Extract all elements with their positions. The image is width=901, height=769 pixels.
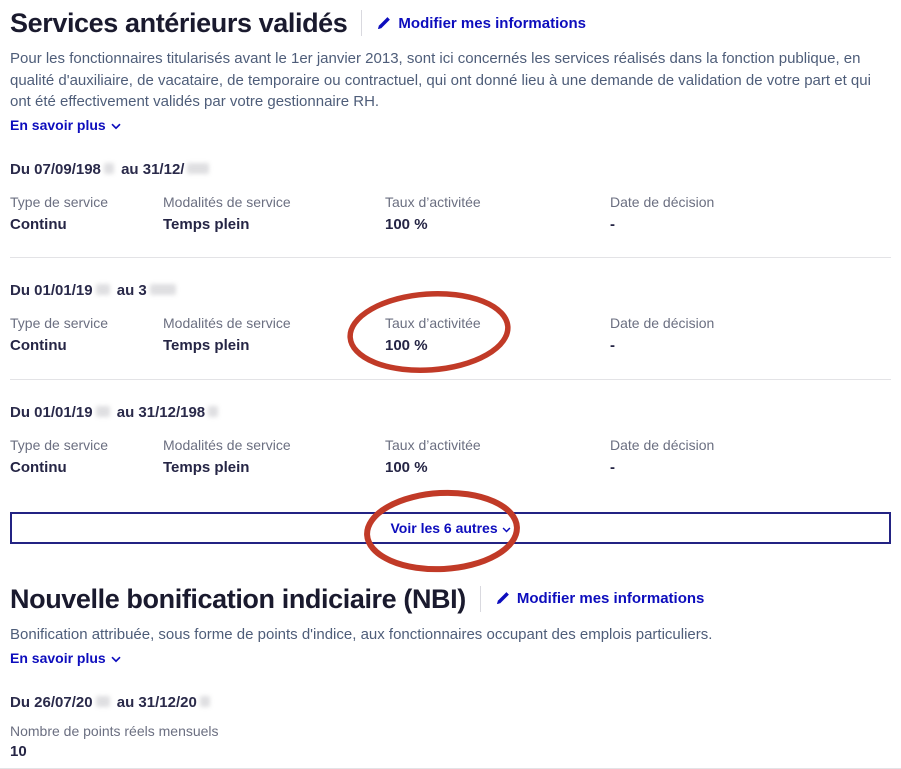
section-nbi-header: Nouvelle bonification indiciaire (NBI) M… — [10, 584, 891, 614]
taux-value: 100 % — [385, 215, 428, 233]
modalites-value: Temps plein — [163, 336, 250, 354]
column-header: Date de décision — [610, 314, 715, 331]
taux-value: 100 % — [385, 458, 428, 476]
period-start: Du 07/09/198 — [10, 160, 101, 178]
voir-les-autres-label-wrap: Voir les 6 autres — [364, 489, 521, 572]
column-header: Type de service — [10, 436, 109, 453]
cell-date-decision: Date de décision - — [610, 315, 891, 355]
service-entry-2-details: Type de service Continu Modalités de ser… — [10, 290, 891, 373]
nbi-points-label: Nombre de points réels mensuels — [10, 722, 219, 739]
entry-divider — [10, 378, 891, 380]
services-en-savoir-plus-link[interactable]: En savoir plus — [10, 117, 121, 133]
pencil-icon — [495, 591, 510, 606]
service-entry-1-period: Du 07/09/198 au 31/12/ — [10, 161, 891, 178]
date-decision-value: - — [610, 458, 615, 476]
column-header: Modalités de service — [163, 436, 291, 453]
column-header: Type de service — [10, 193, 109, 210]
services-en-savoir-plus-label: En savoir plus — [10, 116, 106, 133]
section-nbi: Nouvelle bonification indiciaire (NBI) M… — [0, 584, 901, 769]
redacted-text — [208, 405, 219, 417]
modalites-value: Temps plein — [163, 215, 250, 233]
redacted-text — [149, 283, 176, 295]
annotated-rate-block: Taux d’activitée 100 % — [347, 290, 511, 373]
edit-informations-label: Modifier mes informations — [516, 590, 705, 608]
period-start: Du 26/07/20 — [10, 693, 93, 711]
service-entry-1: Du 07/09/198 au 31/12/ Type de service C… — [10, 161, 891, 233]
pencil-icon — [376, 16, 391, 31]
service-entry-3-period: Du 01/01/19 au 31/12/198 — [10, 404, 891, 421]
redacted-text — [199, 695, 210, 707]
cell-type-de-service: Type de service Continu — [10, 437, 163, 476]
period-end: au 31/12/198 — [116, 403, 206, 421]
service-entry-3: Du 01/01/19 au 31/12/198 Type de service… — [10, 404, 891, 476]
period-start: Du 01/01/19 — [10, 403, 93, 421]
service-entry-1-details: Type de service Continu Modalités de ser… — [10, 194, 891, 233]
page-title-nbi: Nouvelle bonification indiciaire (NBI) — [10, 583, 466, 614]
nbi-description: Bonification attribuée, sous forme de po… — [10, 626, 713, 644]
period-end: au 31/12/ — [121, 160, 185, 178]
type-de-service-value: Continu — [10, 215, 67, 233]
redacted-text — [95, 695, 110, 707]
edit-informations-link[interactable]: Modifier mes informations — [376, 15, 586, 32]
column-header: Date de décision — [610, 193, 715, 210]
chevron-down-icon — [111, 650, 121, 666]
column-header: Type de service — [10, 314, 109, 331]
nbi-en-savoir-plus-link[interactable]: En savoir plus — [10, 650, 121, 666]
cell-taux-activite: Taux d’activitée 100 % — [385, 437, 610, 476]
column-header: Modalités de service — [163, 314, 291, 331]
cell-taux-activite: Taux d’activitée 100 % — [385, 194, 610, 233]
redacted-text — [103, 162, 114, 174]
service-entry-3-details: Type de service Continu Modalités de ser… — [10, 437, 891, 476]
redacted-text — [95, 405, 110, 417]
edit-informations-link[interactable]: Modifier mes informations — [495, 590, 705, 608]
cell-taux-activite: Taux d’activitée 100 % — [347, 290, 610, 373]
type-de-service-value: Continu — [10, 336, 67, 354]
redacted-text — [187, 162, 210, 174]
chevron-down-icon — [111, 117, 121, 133]
page-title-services: Services antérieurs validés — [10, 8, 348, 38]
column-header: Modalités de service — [163, 193, 291, 210]
modalites-value: Temps plein — [163, 458, 250, 476]
cell-type-de-service: Type de service Continu — [10, 315, 163, 355]
cell-modalites: Modalités de service Temps plein — [163, 194, 385, 233]
cell-date-decision: Date de décision - — [610, 194, 891, 233]
cell-modalites: Modalités de service Temps plein — [163, 315, 385, 355]
service-entry-2-period: Du 01/01/19 au 3 — [10, 282, 891, 299]
edit-informations-label: Modifier mes informations — [398, 14, 586, 32]
redacted-text — [95, 283, 110, 295]
taux-value: 100 % — [385, 336, 428, 354]
cell-modalites: Modalités de service Temps plein — [163, 437, 385, 476]
title-divider — [361, 10, 363, 37]
date-decision-value: - — [610, 215, 615, 233]
column-header: Date de décision — [610, 436, 715, 453]
nbi-entry-period: Du 26/07/20 au 31/12/20 — [10, 694, 891, 711]
voir-les-autres-button[interactable]: Voir les 6 autres — [10, 489, 891, 572]
cell-type-de-service: Type de service Continu — [10, 194, 163, 233]
column-header: Taux d’activitée — [385, 436, 481, 453]
period-start: Du 01/01/19 — [10, 281, 93, 299]
voir-les-autres-label: Voir les 6 autres — [390, 519, 498, 536]
services-description: Pour les fonctionnaires titularisés avan… — [10, 50, 871, 111]
nbi-points-value: 10 — [10, 742, 27, 760]
chevron-down-icon — [502, 520, 511, 536]
entry-divider — [10, 256, 891, 258]
period-end: au 31/12/20 — [116, 693, 197, 711]
section-services-header: Services antérieurs validés Modifier mes… — [10, 8, 891, 38]
title-divider — [479, 585, 481, 612]
cell-date-decision: Date de décision - — [610, 437, 891, 476]
date-decision-value: - — [610, 336, 615, 354]
nbi-en-savoir-plus-label: En savoir plus — [10, 649, 106, 666]
period-end: au 3 — [116, 281, 147, 299]
column-header: Taux d’activitée — [385, 193, 481, 210]
section-services-anterieurs: Services antérieurs validés Modifier mes… — [10, 8, 891, 572]
service-entry-2: Du 01/01/19 au 3 Type de service Continu… — [10, 282, 891, 373]
type-de-service-value: Continu — [10, 458, 67, 476]
column-header: Taux d’activitée — [385, 314, 481, 331]
